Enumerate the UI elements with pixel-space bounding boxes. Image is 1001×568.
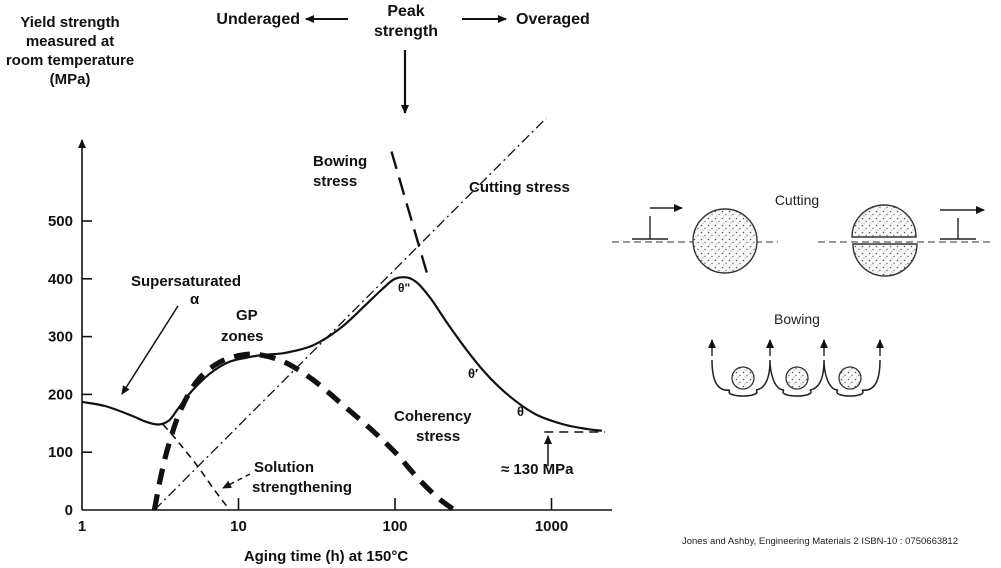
ylabel-line-1: Yield strength (20, 14, 119, 31)
y-tick-label: 400 (48, 271, 73, 288)
theta-label: θ (517, 404, 524, 419)
y-tick-label: 0 (65, 502, 73, 519)
solution-strengthening-curve (162, 423, 229, 508)
y-tick-label: 100 (48, 444, 73, 461)
solution-label-1: Solution (254, 459, 314, 476)
bowing-dislocation-line (711, 359, 881, 391)
bowing-label-1: Bowing (313, 153, 367, 170)
bowing-title: Bowing (774, 311, 820, 327)
source-credit: Jones and Ashby, Engineering Materials 2… (682, 536, 958, 547)
overaged-label: Overaged (516, 11, 590, 28)
theta-double-prime-label: θ" (398, 281, 410, 295)
solution-arrow (222, 473, 251, 489)
particle-3 (838, 366, 862, 390)
x-axis-label: Aging time (h) at 150°C (244, 548, 409, 565)
precipitate-particle (692, 208, 758, 274)
y-tick-label: 200 (48, 386, 73, 403)
ylabel-line-4: (MPa) (50, 71, 91, 88)
strength-curve (82, 276, 603, 432)
x-tick-label: 1 (78, 518, 86, 535)
bowing-label-2: stress (313, 173, 357, 190)
ylabel-line-3: room temperature (6, 52, 134, 69)
y-tick-label: 500 (48, 213, 73, 230)
cutting-title: Cutting (775, 192, 819, 208)
alpha-label: α (190, 291, 200, 308)
x-tick-label: 1000 (535, 518, 568, 535)
cutting-stress-label: Cutting stress (469, 179, 570, 196)
sheared-particle-top (851, 204, 917, 238)
peak-strength-label: strength (374, 23, 438, 40)
gp-label: GP (236, 307, 258, 324)
mpa-130-label: ≈ 130 MPa (501, 461, 574, 478)
y-tick-label: 300 (48, 329, 73, 346)
ylabel-line-2: measured at (26, 33, 114, 50)
coherency-label-1: Coherency (394, 408, 472, 425)
bowing-diagram (708, 339, 884, 397)
x-tick-label: 10 (230, 518, 247, 535)
coherency-label-2: stress (416, 428, 460, 445)
coherency-stress-curve (151, 351, 457, 511)
dislocation-loops (728, 389, 864, 397)
cutting-stress-line (153, 118, 548, 511)
particle-1 (731, 366, 755, 390)
theta-prime-label: θ′ (468, 366, 478, 381)
underaged-label: Underaged (216, 11, 300, 28)
particle-2 (785, 366, 809, 390)
zones-label: zones (221, 328, 264, 345)
x-tick-label: 100 (382, 518, 407, 535)
cutting-diagram (612, 204, 990, 277)
solution-label-2: strengthening (252, 479, 352, 496)
peak-label: Peak (387, 3, 424, 20)
bowing-stress-line (390, 151, 429, 274)
supersaturated-arrow (121, 305, 179, 395)
sheared-particle-bottom (852, 243, 918, 277)
supersaturated-label: Supersaturated (131, 273, 241, 290)
